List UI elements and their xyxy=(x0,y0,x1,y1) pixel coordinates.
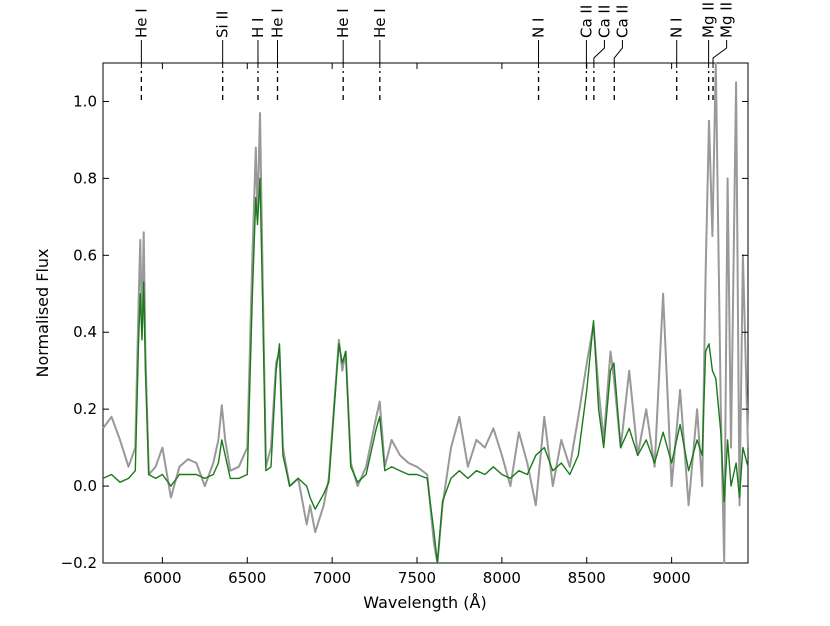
series-line-1 xyxy=(102,62,749,564)
line-id-label: N I xyxy=(668,18,686,38)
x-tick-label: 8500 xyxy=(568,569,606,587)
line-id-label: Ca II xyxy=(595,5,613,38)
line-marker-leader xyxy=(613,40,623,68)
x-tick-label: 6500 xyxy=(228,569,266,587)
line-id-label: Si II xyxy=(214,11,232,38)
y-tick-label: 0.6 xyxy=(73,246,97,264)
x-tick-label: 7500 xyxy=(398,569,436,587)
series-group xyxy=(102,62,749,564)
line-id-label: N I xyxy=(530,18,548,38)
x-tick-label: 8000 xyxy=(483,569,521,587)
line-id-label: Mg II xyxy=(700,2,718,38)
line-id-label: H I xyxy=(249,18,267,38)
series-line-2 xyxy=(102,177,749,564)
line-id-label: He I xyxy=(268,8,286,38)
y-tick-label: 0.2 xyxy=(73,400,97,418)
plot-frame xyxy=(102,62,749,564)
y-tick-label: 0.8 xyxy=(73,169,97,187)
y-tick-label: 1.0 xyxy=(73,92,97,110)
x-tick-label: 9000 xyxy=(653,569,691,587)
y-tick-label: −0.2 xyxy=(61,554,97,572)
x-tick-label: 7000 xyxy=(313,569,351,587)
line-id-label: Ca II xyxy=(613,5,631,38)
line-marker-leader xyxy=(593,40,605,68)
line-id-label: Mg II xyxy=(718,2,736,38)
y-axis: −0.2 0.0 0.2 0.4 0.6 0.8 1.0 xyxy=(61,92,748,572)
y-axis-label: Normalised Flux xyxy=(33,248,52,377)
x-axis: 6000 6500 7000 7500 8000 8500 9000 xyxy=(143,63,691,587)
plot-area xyxy=(102,62,749,564)
line-id-label: Ca II xyxy=(577,5,595,38)
line-id-label: He I xyxy=(334,8,352,38)
line-id-label: He I xyxy=(132,8,150,38)
line-id-label: He I xyxy=(371,8,389,38)
y-tick-label: 0.4 xyxy=(73,323,97,341)
y-tick-label: 0.0 xyxy=(73,477,97,495)
x-axis-label: Wavelength (Å) xyxy=(363,593,486,612)
x-tick-label: 6000 xyxy=(143,569,181,587)
